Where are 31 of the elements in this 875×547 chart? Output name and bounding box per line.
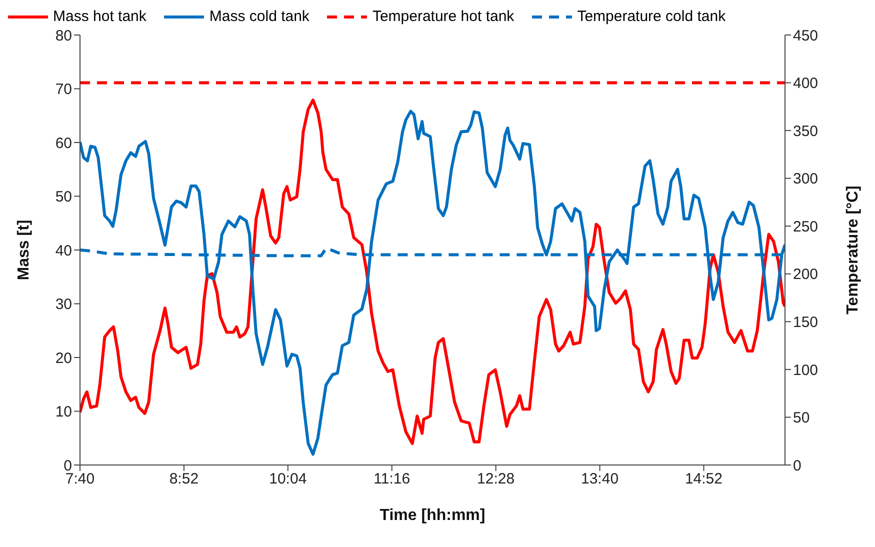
y2-axis-title: Temperature [°C]	[844, 186, 862, 314]
legend-label: Temperature cold tank	[577, 8, 726, 25]
legend-label: Temperature hot tank	[372, 8, 514, 25]
y-tick-label: 40	[55, 242, 72, 260]
y2-tick-label: 150	[793, 314, 818, 331]
x-axis-title: Time [hh:mm]	[380, 507, 486, 524]
x-tick-label: 12:28	[477, 470, 515, 488]
y-tick-label: 30	[55, 296, 72, 314]
y-tick-label: 70	[55, 81, 72, 98]
x-tick-label: 14:52	[684, 470, 723, 488]
legend-label: Mass hot tank	[53, 8, 146, 25]
x-tick-label: 13:40	[581, 470, 619, 488]
y2-tick-label: 400	[793, 75, 818, 92]
y2-tick-label: 300	[793, 170, 818, 188]
y2-tick-label: 200	[793, 266, 818, 284]
x-tick-label: 11:16	[374, 470, 410, 488]
x-tick-label: 8:52	[169, 470, 199, 488]
y2-tick-label: 50	[793, 410, 810, 427]
y2-tick-label: 250	[793, 218, 818, 236]
y-tick-label: 10	[55, 404, 72, 421]
legend-label: Mass cold tank	[209, 8, 310, 25]
y2-tick-label: 350	[793, 122, 818, 140]
y-tick-label: 80	[55, 27, 72, 44]
y-tick-label: 50	[55, 188, 72, 206]
y-axis-title: Mass [t]	[16, 220, 33, 280]
y-tick-label: 20	[55, 350, 72, 367]
x-tick-label: 10:04	[269, 470, 307, 488]
y2-tick-label: 0	[793, 457, 802, 474]
y2-tick-label: 450	[793, 27, 818, 44]
y-tick-label: 60	[55, 134, 72, 152]
y2-tick-label: 100	[793, 362, 818, 379]
